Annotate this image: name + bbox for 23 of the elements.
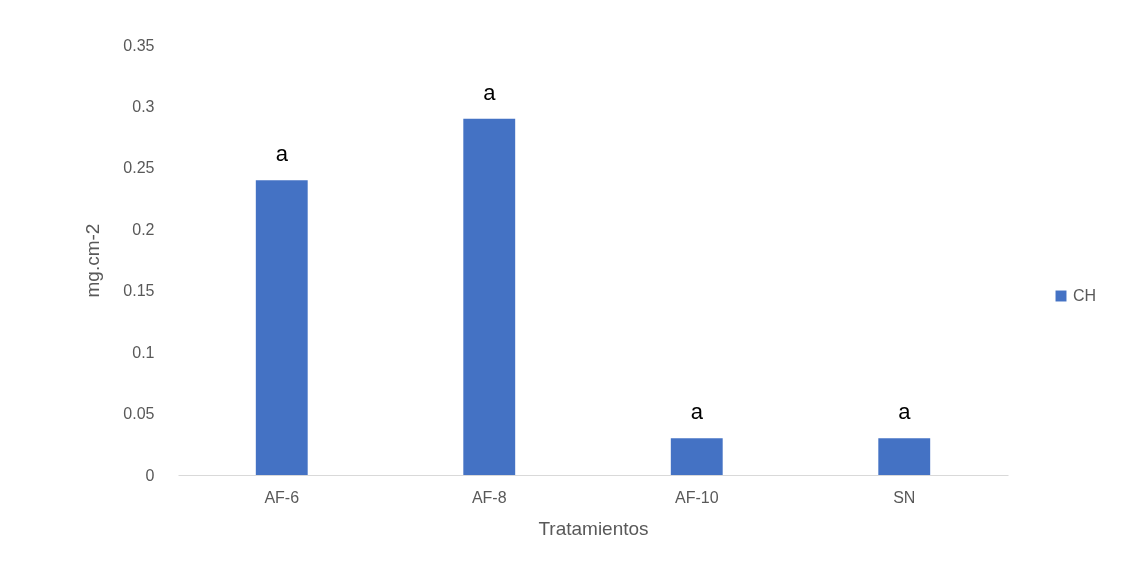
- y-tick-label: 0.1: [132, 343, 155, 361]
- x-tick-label: AF-6: [264, 488, 300, 506]
- x-tick-label: AF-10: [674, 488, 719, 506]
- y-tick-label: 0: [145, 466, 155, 484]
- x-axis-title: Tratamientos: [538, 517, 649, 539]
- y-axis-title: mg.cm-2: [82, 223, 104, 298]
- annotation: a: [690, 399, 704, 425]
- y-tick-label: 0.15: [123, 282, 155, 300]
- y-tick-label: 0.25: [123, 159, 155, 177]
- annotation: a: [898, 399, 912, 425]
- x-tick-label: SN: [893, 488, 916, 506]
- legend-label: CH: [1073, 287, 1097, 304]
- y-tick-label: 0.35: [123, 36, 155, 54]
- annotation: a: [275, 141, 289, 167]
- bar: [670, 438, 723, 475]
- y-tick-label: 0.05: [123, 405, 155, 423]
- annotation: a: [483, 79, 497, 105]
- y-tick-label: 0.2: [132, 220, 155, 238]
- y-tick-label: 0.3: [132, 97, 155, 115]
- bar: [255, 180, 308, 475]
- bar: [463, 118, 516, 475]
- x-tick-label: AF-8: [471, 488, 507, 506]
- bar: [878, 438, 931, 475]
